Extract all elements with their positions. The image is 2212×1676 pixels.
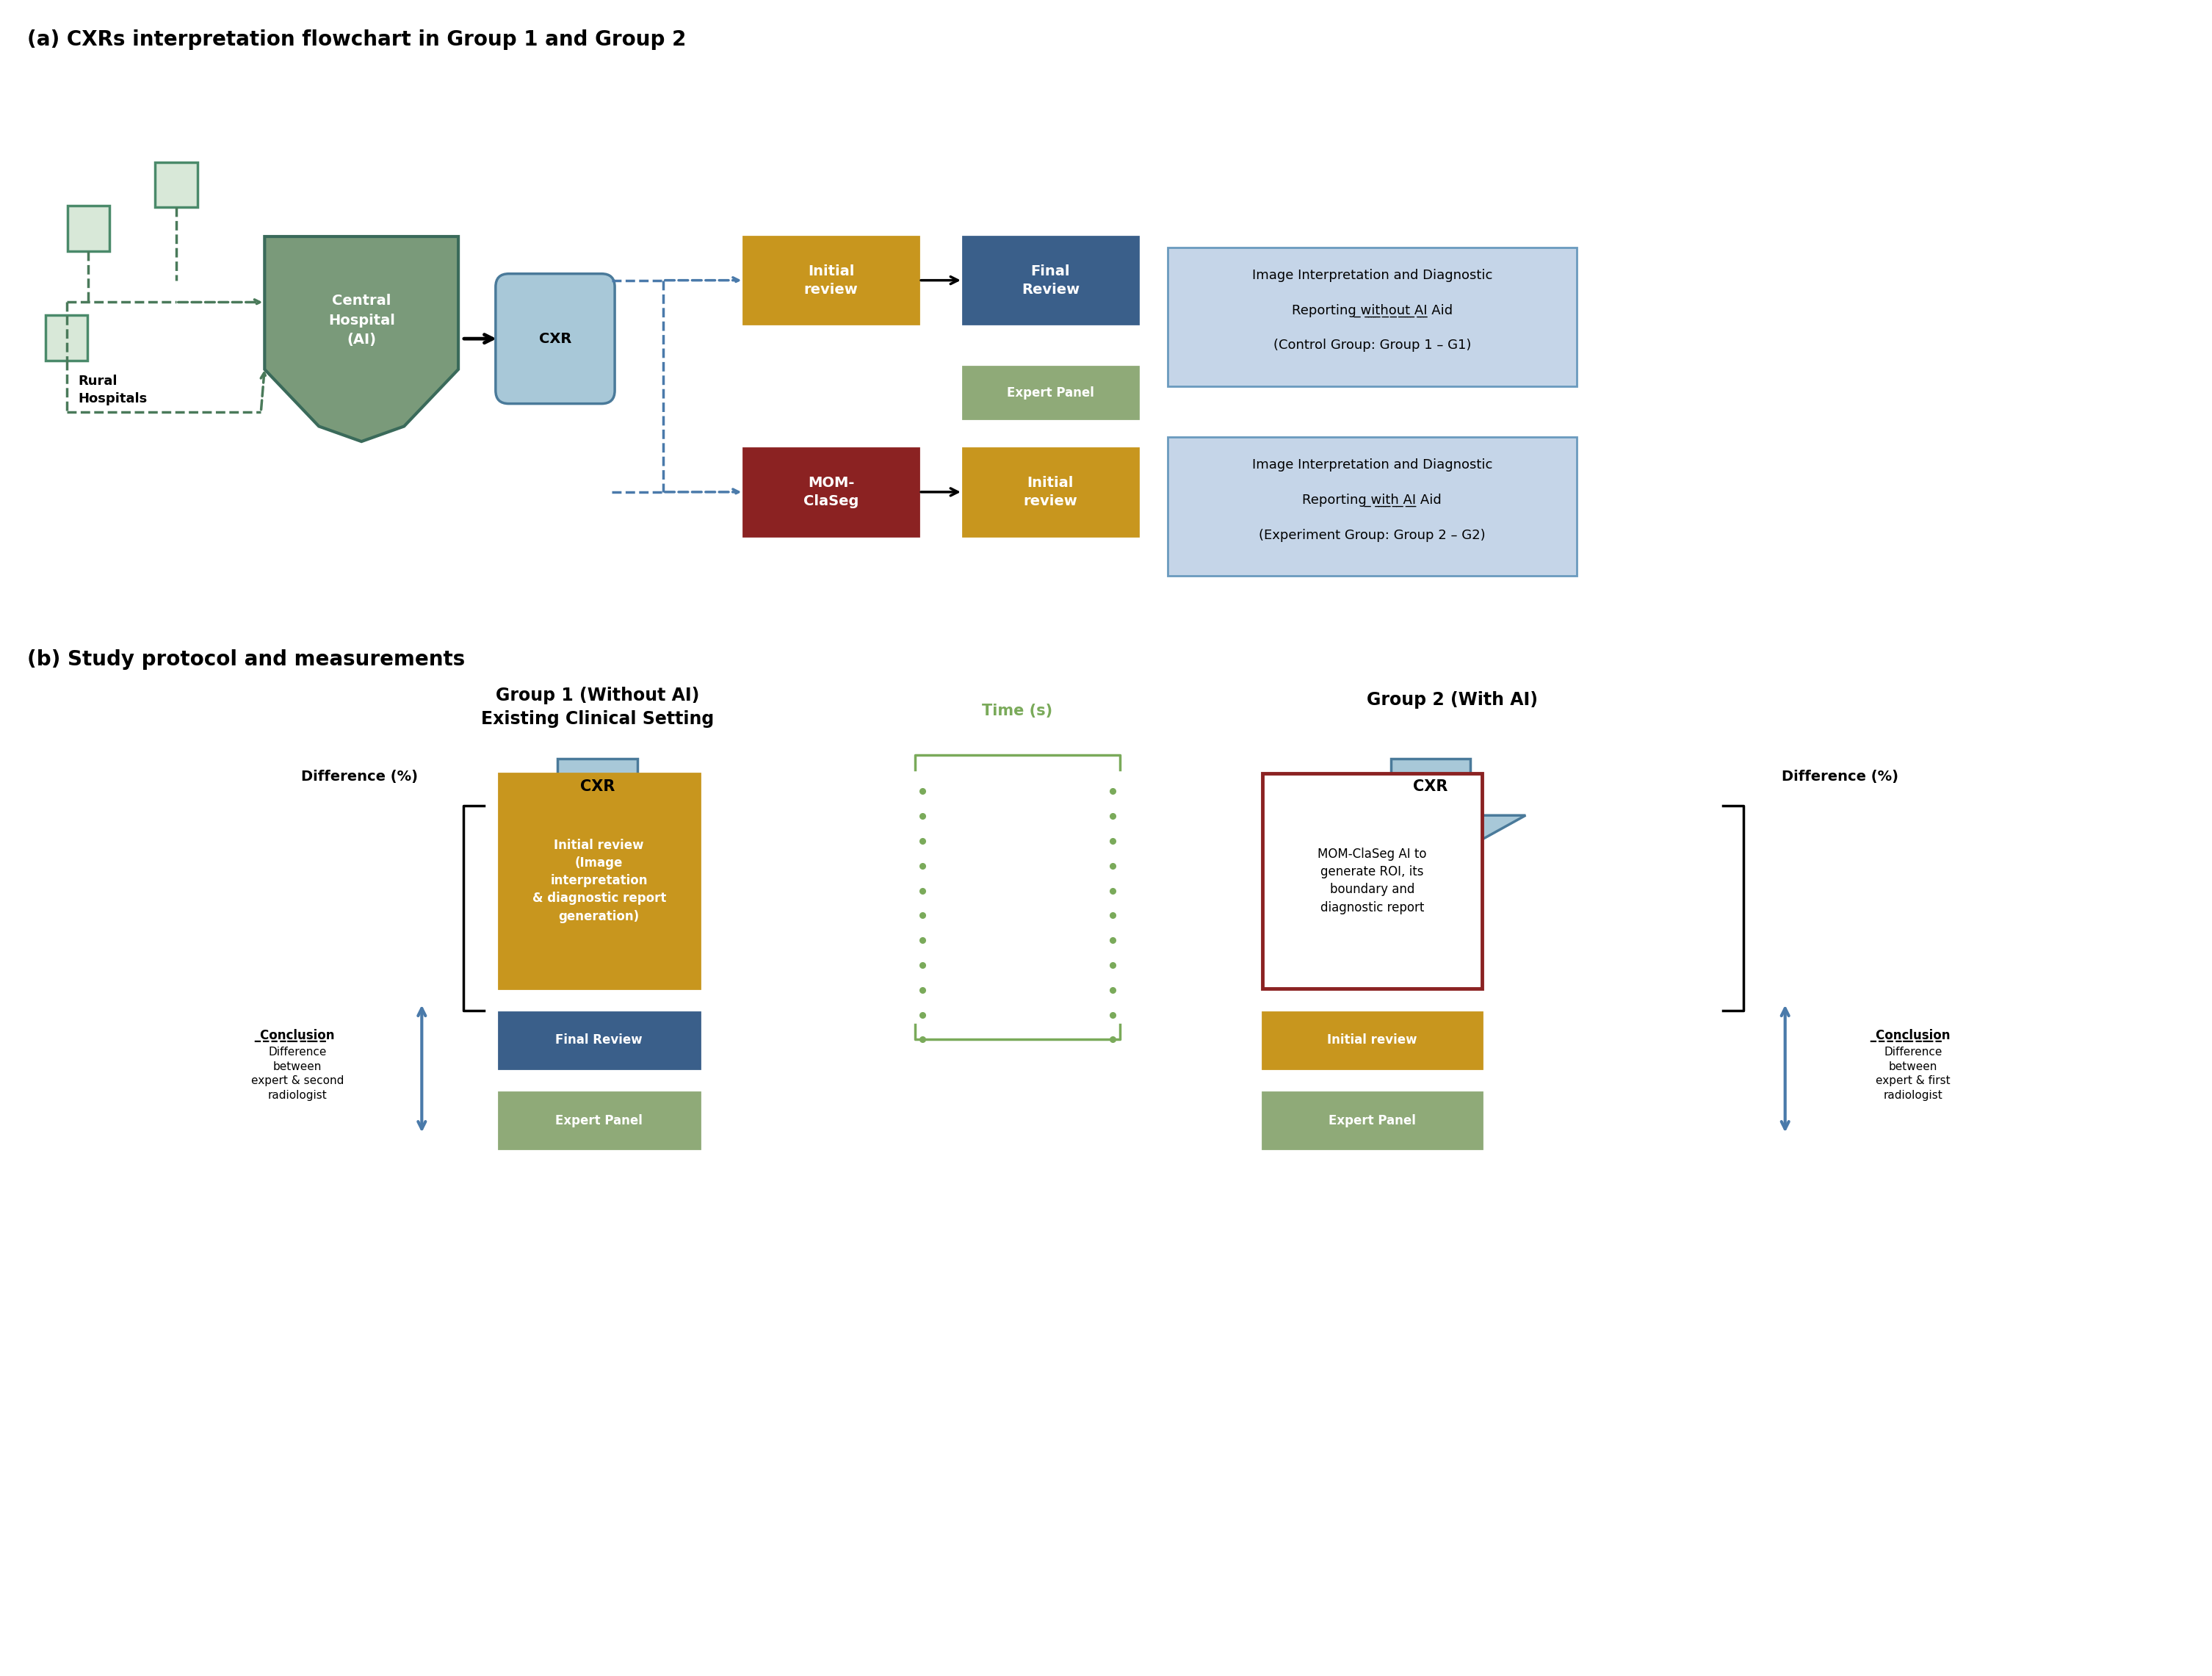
Bar (1263, 1012, 1482, 1069)
Text: Expert Panel: Expert Panel (555, 1115, 644, 1126)
Text: Difference
between
expert & second
radiologist: Difference between expert & second radio… (252, 1046, 343, 1101)
Text: Initial
review: Initial review (803, 265, 858, 297)
Bar (1168, 248, 1577, 385)
Text: Time (s): Time (s) (982, 704, 1053, 719)
Text: Final
Review: Final Review (1022, 265, 1079, 297)
Bar (498, 1012, 699, 1069)
Text: Group 2 (With AI): Group 2 (With AI) (1367, 691, 1537, 709)
Text: ̲C̲o̲n̲c̲l̲u̲s̲i̲o̲n: ̲C̲o̲n̲c̲l̲u̲s̲i̲o̲n (261, 1029, 334, 1042)
Text: CXR: CXR (580, 779, 615, 794)
Text: CXR: CXR (1413, 779, 1449, 794)
Text: Rural
Hospitals: Rural Hospitals (77, 374, 148, 406)
Text: Reporting ̲w̲i̲t̲h̲ ̲A̲I̲ Aid: Reporting ̲w̲i̲t̲h̲ ̲A̲I̲ Aid (1303, 493, 1442, 506)
Bar (1263, 773, 1482, 989)
Text: Central
Hospital
(AI): Central Hospital (AI) (327, 293, 394, 347)
Bar (498, 1093, 699, 1150)
Bar (1391, 759, 1471, 815)
Bar (962, 447, 1139, 536)
Bar (155, 163, 197, 208)
Text: Difference (%): Difference (%) (1781, 769, 1898, 784)
Bar (962, 236, 1139, 323)
Text: Expert Panel: Expert Panel (1006, 385, 1095, 399)
Text: Image Interpretation and Diagnostic: Image Interpretation and Diagnostic (1252, 268, 1493, 282)
Text: Image Interpretation and Diagnostic: Image Interpretation and Diagnostic (1252, 458, 1493, 471)
Text: CXR: CXR (540, 332, 571, 345)
Bar (962, 367, 1139, 419)
Polygon shape (265, 236, 458, 441)
Bar (44, 315, 88, 360)
FancyBboxPatch shape (495, 273, 615, 404)
Text: (b) Study protocol and measurements: (b) Study protocol and measurements (27, 650, 465, 670)
Bar (743, 236, 918, 323)
Text: Initial review
(Image
interpretation
& diagnostic report
generation): Initial review (Image interpretation & d… (533, 838, 666, 923)
Bar (66, 206, 111, 251)
Bar (743, 447, 918, 536)
Bar (498, 773, 699, 989)
Polygon shape (502, 815, 692, 868)
Text: Final Review: Final Review (555, 1034, 644, 1048)
Text: (a) CXRs interpretation flowchart in Group 1 and Group 2: (a) CXRs interpretation flowchart in Gro… (27, 28, 686, 50)
Text: MOM-ClaSeg AI to
generate ROI, its
boundary and
diagnostic report: MOM-ClaSeg AI to generate ROI, its bound… (1318, 848, 1427, 913)
Text: Reporting ̲w̲i̲t̲h̲o̲u̲t̲ ̲A̲I̲ Aid: Reporting ̲w̲i̲t̲h̲o̲u̲t̲ ̲A̲I̲ Aid (1292, 303, 1453, 317)
Text: (Experiment Group: Group 2 – G2): (Experiment Group: Group 2 – G2) (1259, 528, 1486, 541)
Text: ̲C̲o̲n̲c̲l̲u̲s̲i̲o̲n: ̲C̲o̲n̲c̲l̲u̲s̲i̲o̲n (1876, 1029, 1951, 1042)
Text: Expert Panel: Expert Panel (1329, 1115, 1416, 1126)
Text: (Control Group: Group 1 – G1): (Control Group: Group 1 – G1) (1274, 339, 1471, 352)
Text: MOM-
ClaSeg: MOM- ClaSeg (803, 476, 858, 508)
Text: Initial review: Initial review (1327, 1034, 1418, 1048)
Bar (1168, 437, 1577, 577)
Polygon shape (1336, 815, 1526, 868)
Text: Group 1 (Without AI)
Existing Clinical Setting: Group 1 (Without AI) Existing Clinical S… (480, 687, 714, 727)
Text: Initial
review: Initial review (1024, 476, 1077, 508)
Bar (1263, 1093, 1482, 1150)
Text: Difference
between
expert & first
radiologist: Difference between expert & first radiol… (1876, 1046, 1951, 1101)
Bar (557, 759, 637, 815)
Text: Difference (%): Difference (%) (301, 769, 418, 784)
